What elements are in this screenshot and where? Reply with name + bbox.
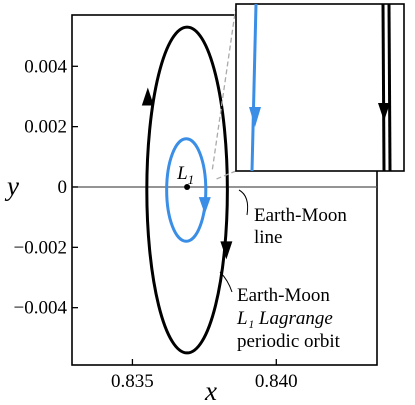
- lagrange-periodic-orbit-black: [145, 25, 229, 355]
- l1-point-label: L1: [176, 163, 194, 187]
- zoom-inset: [235, 3, 405, 172]
- annotation-line-2: line: [254, 227, 283, 248]
- y-tick-label: 0: [58, 177, 68, 198]
- y-tick-label: 0.002: [24, 117, 67, 138]
- x-tick-label: 0.835: [111, 371, 154, 392]
- annotation-line-1: Earth-Moon: [254, 205, 347, 226]
- lagrange-periodic-orbit-blue: [165, 137, 208, 243]
- inset-blue-arrow: [249, 107, 261, 127]
- zoom-connector-top: [211, 5, 237, 173]
- l1-point-marker: [184, 183, 191, 190]
- y-tick-label: −0.002: [14, 237, 67, 258]
- orbit-direction-arrow-down: [220, 241, 233, 260]
- x-tick-label: 0.840: [255, 371, 298, 392]
- y-tick-label: 0.004: [24, 56, 67, 77]
- periodic-orbit-annotation: Earth-Moon L₁ Lagrange periodic orbit: [236, 285, 341, 352]
- y-tick-label: −0.004: [14, 298, 68, 319]
- inset-black-arrow: [378, 103, 390, 121]
- annotation-line-1: Earth-Moon: [237, 285, 330, 306]
- blue-orbit-direction-arrow: [198, 197, 211, 215]
- x-axis-label: x: [204, 376, 217, 405]
- annotation-line-3: periodic orbit: [237, 331, 341, 352]
- inset-black-trajectory-left: [381, 4, 386, 171]
- orbit-direction-arrow-up: [141, 87, 154, 106]
- x-axis-ticks: 0.835 0.840: [111, 359, 298, 392]
- zoom-connector-bottom: [213, 170, 237, 181]
- annotation-line-2: L₁ Lagrange: [236, 308, 333, 329]
- plot-frame: [71, 14, 378, 366]
- inset-black-trajectory-right: [387, 4, 392, 171]
- y-axis-label: y: [4, 171, 19, 201]
- inset-blue-trajectory: [250, 4, 258, 171]
- inset-frame: [235, 3, 405, 172]
- earth-moon-line-annotation: Earth-Moon line: [254, 205, 352, 248]
- earth-moon-line-leader: [238, 189, 249, 216]
- y-axis-ticks: 0.004 0.002 0 −0.002 −0.004: [14, 56, 78, 319]
- periodic-orbit-leader: [219, 271, 233, 293]
